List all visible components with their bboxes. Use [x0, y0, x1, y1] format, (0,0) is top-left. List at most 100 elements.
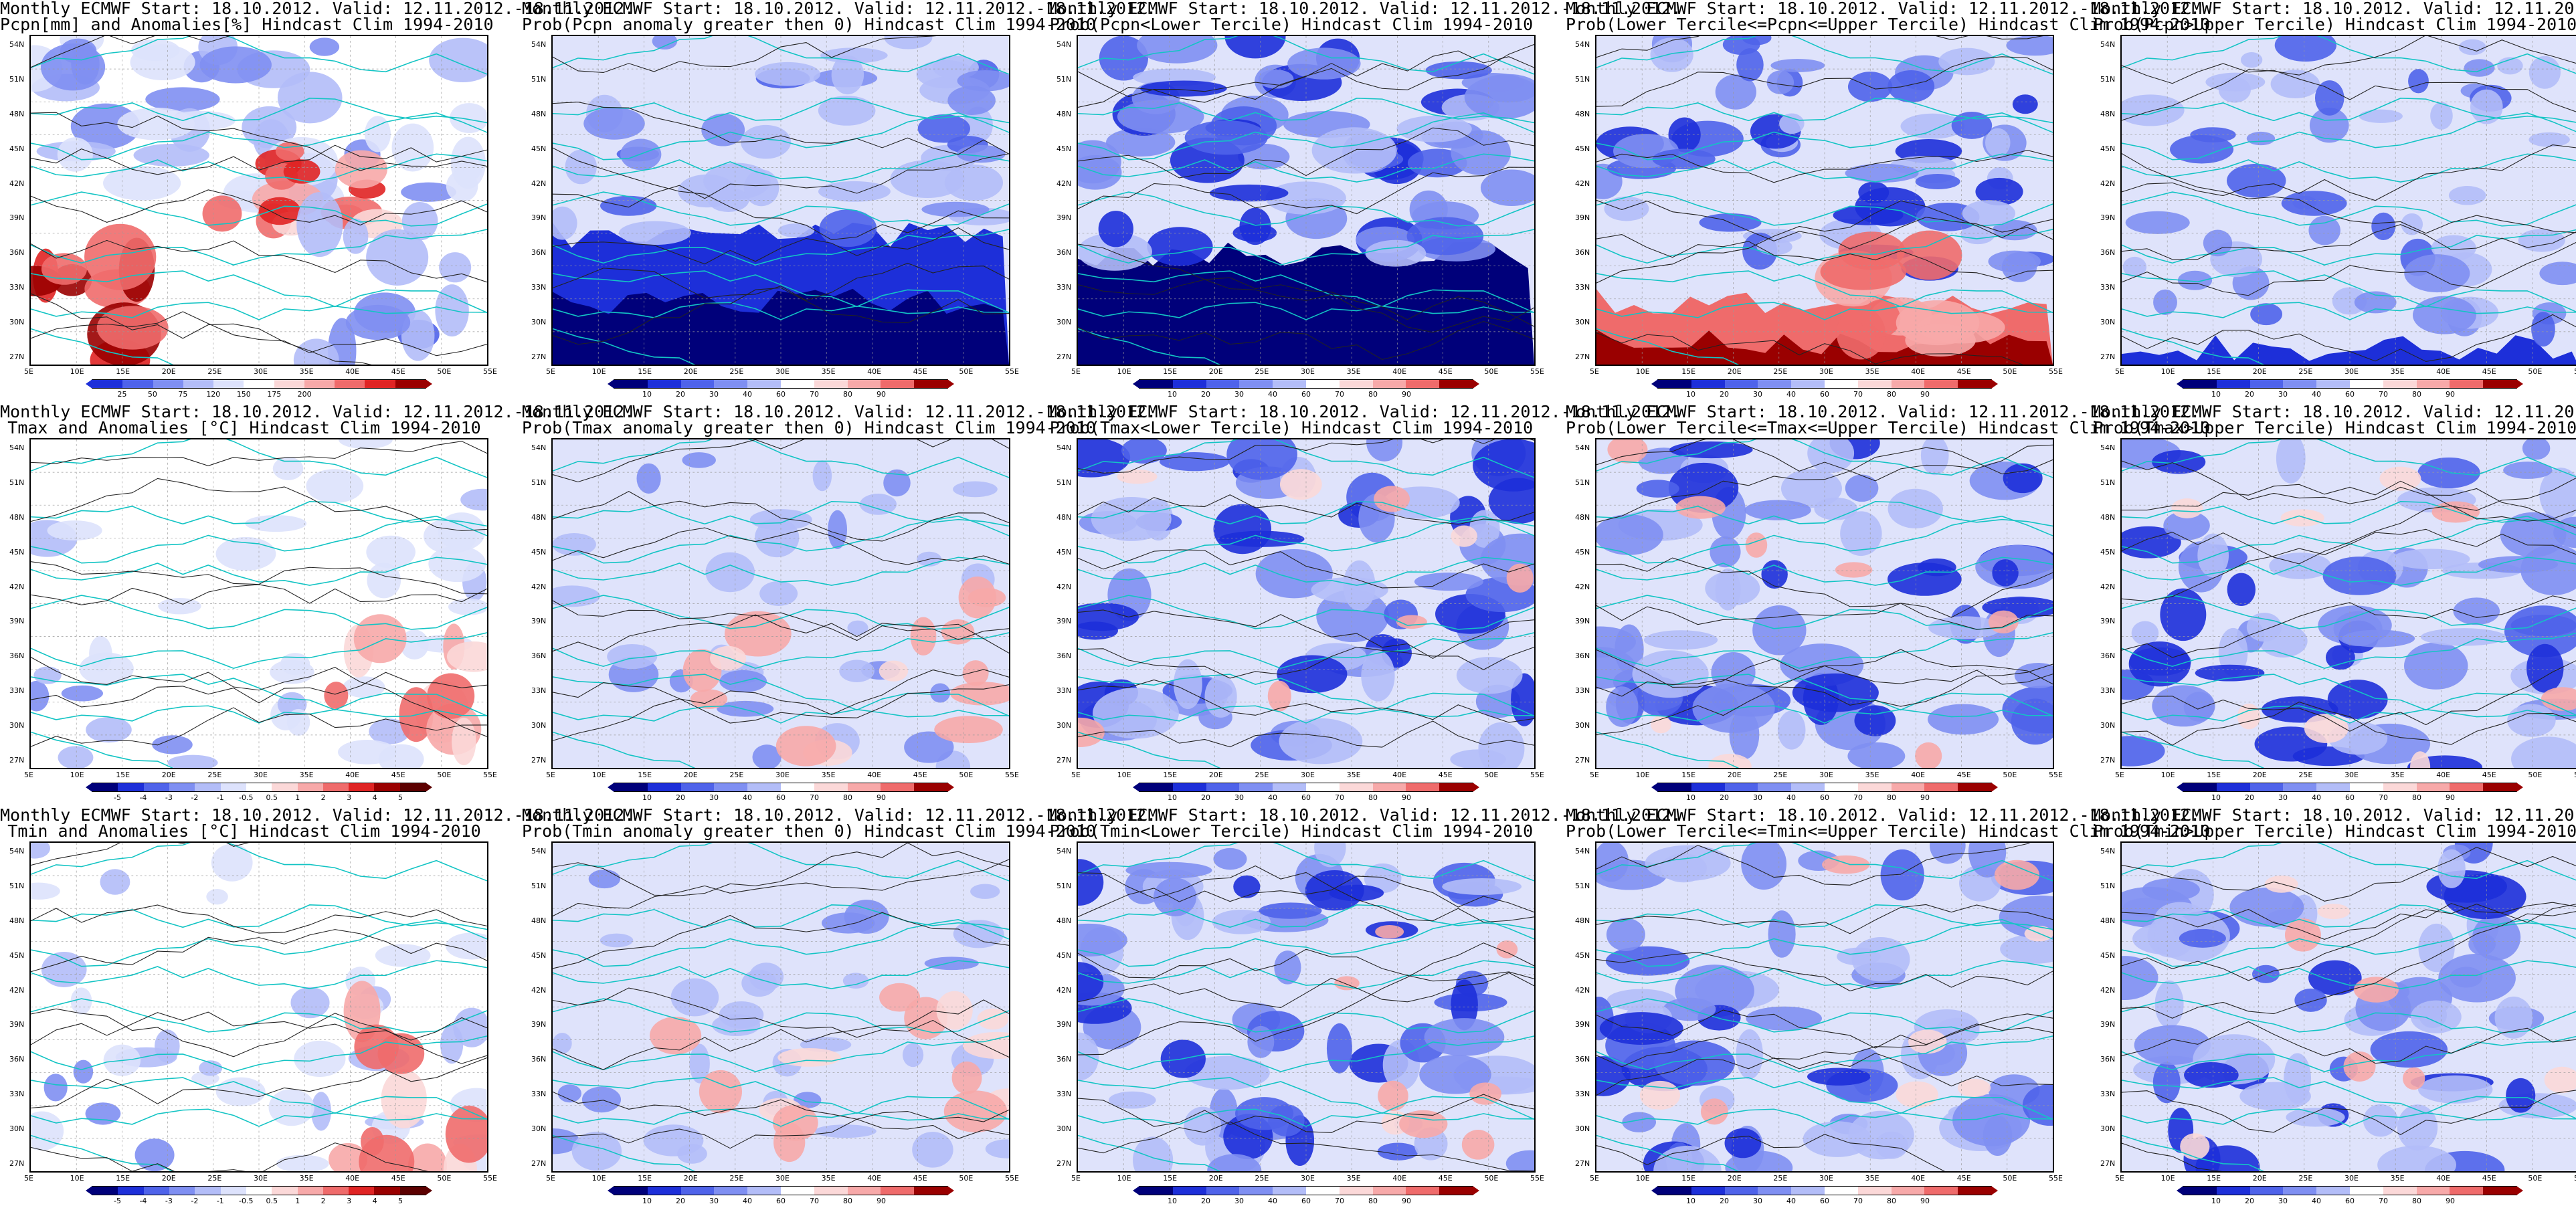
shaded-region: [1807, 439, 1855, 474]
shaded-region: [310, 1092, 331, 1131]
shaded-region: [884, 36, 933, 49]
coastline: [1596, 98, 2053, 124]
latitude-label: 39N: [2100, 617, 2116, 626]
contour-line: [1078, 494, 1534, 525]
shaded-region: [2240, 52, 2263, 68]
coastline: [31, 153, 487, 183]
contour-line: [1078, 167, 1534, 215]
colorbar-min-arrow: [2177, 783, 2183, 792]
coastline: [1596, 919, 2053, 967]
shaded-region: [268, 1089, 314, 1126]
colorbar-label: 70: [1335, 793, 1344, 802]
colorbar-swatch: [1724, 783, 1758, 791]
shaded-region: [1078, 962, 1104, 1002]
contour-line: [31, 239, 487, 283]
latitude-label: 33N: [1575, 283, 1590, 292]
colorbar-label: 80: [843, 793, 852, 802]
contour-line: [553, 600, 1009, 641]
shaded-region: [950, 682, 1009, 706]
shaded-region: [1235, 1097, 1294, 1130]
longitude-label: 35E: [2390, 1174, 2405, 1183]
colorbar-swatch: [1273, 783, 1306, 791]
contour-line: [553, 153, 1009, 208]
colorbar-swatch: [814, 1187, 848, 1195]
shaded-region: [2420, 628, 2506, 646]
latitude-label: 27N: [1575, 1159, 1590, 1168]
shaded-region: [588, 869, 620, 889]
coastline: [553, 270, 1009, 314]
colorbar-label: 80: [1887, 793, 1896, 802]
coastline: [1078, 843, 1534, 882]
shaded-region: [1091, 496, 1172, 541]
colorbar-swatch: [195, 1187, 221, 1195]
colorbar-label: 10: [642, 390, 652, 399]
shaded-region: [682, 452, 716, 468]
latitude-label: 33N: [9, 686, 25, 696]
shaded-region: [1845, 163, 1919, 183]
coastline: [2122, 674, 2576, 716]
latitude-label: 36N: [2100, 651, 2116, 661]
shaded-region: [1900, 113, 1964, 139]
longitude-label: 50E: [1484, 367, 1499, 376]
coastline: [553, 439, 1009, 478]
colorbar: [2177, 1186, 2523, 1195]
shaded-region: [2453, 597, 2500, 625]
shaded-region: [1212, 909, 1271, 934]
colorbar-swatch: [92, 380, 123, 388]
shaded-region: [2448, 185, 2486, 205]
latitude-label: 36N: [531, 248, 547, 258]
shaded-region: [1451, 979, 1478, 1031]
shaded-region: [445, 1106, 487, 1163]
colorbar-label: 20: [1720, 1197, 1729, 1205]
colorbar-swatch: [1172, 783, 1206, 791]
coastline: [1596, 674, 2053, 717]
colorbar-swatch: [213, 380, 244, 388]
shaded-region: [2218, 627, 2248, 677]
coastline: [1078, 960, 1534, 989]
colorbar-swatch: [1758, 783, 1792, 791]
latitude-label: 30N: [9, 318, 25, 327]
latitude-label: 45N: [531, 547, 547, 557]
shaded-region: [743, 169, 779, 207]
latitude-label: 36N: [1056, 1055, 1072, 1064]
colorbar-swatch: [1758, 1187, 1792, 1195]
colorbar-label: 80: [1887, 1197, 1896, 1205]
longitude-label: 50E: [437, 1174, 452, 1183]
shaded-region: [2377, 1145, 2456, 1171]
coastline: [31, 191, 487, 227]
shaded-region: [145, 87, 220, 112]
contour-line: [1596, 56, 2053, 107]
coastline: [31, 36, 487, 75]
coastline: [2122, 302, 2576, 320]
latitude-label: 33N: [9, 283, 25, 292]
shaded-region: [70, 103, 141, 149]
colorbar-swatch: [143, 1187, 169, 1195]
contour-line: [1596, 447, 2053, 523]
colorbar-label: -0.5: [239, 793, 254, 802]
coastline: [2122, 191, 2576, 227]
shaded-region: [324, 682, 349, 710]
contour-line: [553, 912, 1009, 969]
longitude-label: 40E: [1392, 1174, 1407, 1183]
shaded-region: [1768, 910, 1796, 958]
latitude-label: 54N: [9, 443, 25, 452]
shaded-region: [401, 201, 438, 241]
coastline: [31, 904, 487, 930]
coastline: [553, 98, 1009, 124]
shaded-region: [2363, 1104, 2398, 1137]
colorbar-swatch: [1305, 1187, 1340, 1195]
shaded-region: [1715, 74, 1756, 110]
latitude-label: 54N: [1575, 847, 1590, 855]
shaded-region: [583, 107, 645, 140]
shaded-region: [1651, 715, 1671, 734]
shaded-region: [1992, 559, 2019, 587]
coastline: [31, 1134, 174, 1171]
colorbar-swatch: [814, 380, 848, 388]
colorbar: [1133, 1186, 1479, 1195]
coastline: [1596, 960, 2053, 989]
contour-line: [1596, 664, 2053, 707]
panel-title-line2: Prob(Lower Tercile<=Pcpn<=Upper Tercile)…: [1566, 15, 2211, 34]
shaded-region: [553, 206, 577, 240]
colorbar-label: 60: [1820, 1197, 1829, 1205]
shaded-region: [2379, 466, 2421, 491]
